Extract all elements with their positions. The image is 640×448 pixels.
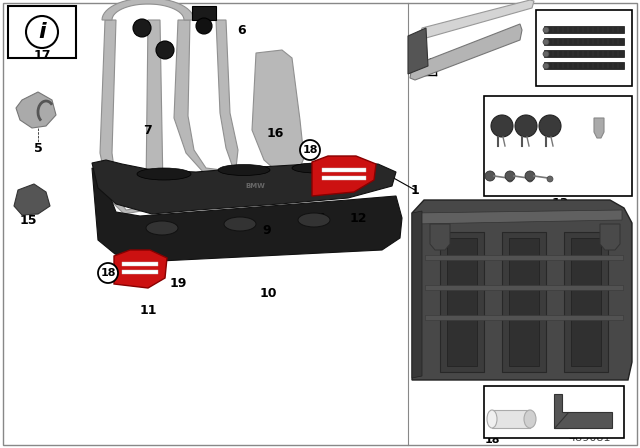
Text: 5: 5 bbox=[34, 142, 42, 155]
Bar bbox=[544, 38, 624, 45]
Text: 18: 18 bbox=[302, 145, 317, 155]
Text: 17: 17 bbox=[33, 48, 51, 61]
Text: 14: 14 bbox=[551, 47, 569, 60]
Circle shape bbox=[547, 176, 553, 182]
Polygon shape bbox=[92, 160, 396, 214]
Text: 10: 10 bbox=[259, 287, 276, 300]
Circle shape bbox=[539, 115, 561, 137]
Polygon shape bbox=[412, 211, 422, 378]
Text: 7: 7 bbox=[143, 124, 152, 137]
Polygon shape bbox=[14, 184, 50, 215]
Text: 3: 3 bbox=[556, 121, 564, 134]
Bar bbox=[502, 232, 546, 372]
Ellipse shape bbox=[487, 410, 497, 428]
Ellipse shape bbox=[137, 168, 191, 180]
Polygon shape bbox=[410, 24, 522, 80]
Polygon shape bbox=[554, 394, 568, 428]
Text: 19: 19 bbox=[170, 276, 187, 289]
Bar bbox=[192, 6, 216, 20]
Bar bbox=[425, 255, 623, 260]
Circle shape bbox=[196, 18, 212, 34]
Circle shape bbox=[98, 263, 118, 283]
Text: 9: 9 bbox=[262, 224, 271, 237]
Circle shape bbox=[505, 171, 515, 181]
Text: BMW: BMW bbox=[245, 183, 265, 189]
Polygon shape bbox=[92, 168, 402, 262]
Circle shape bbox=[543, 27, 549, 33]
Polygon shape bbox=[430, 224, 450, 250]
Polygon shape bbox=[16, 92, 56, 128]
Polygon shape bbox=[412, 200, 632, 380]
Bar bbox=[484, 386, 624, 438]
Ellipse shape bbox=[146, 221, 178, 235]
Polygon shape bbox=[408, 28, 428, 74]
Text: 1: 1 bbox=[411, 184, 419, 197]
Bar bbox=[122, 270, 158, 274]
Bar bbox=[122, 262, 158, 266]
Bar bbox=[484, 96, 632, 196]
Circle shape bbox=[26, 16, 58, 48]
Circle shape bbox=[543, 39, 549, 45]
Circle shape bbox=[525, 171, 535, 181]
Bar bbox=[509, 238, 539, 366]
Text: 19: 19 bbox=[309, 211, 326, 224]
Circle shape bbox=[133, 19, 151, 37]
Text: 12: 12 bbox=[349, 211, 367, 224]
Text: 18: 18 bbox=[100, 268, 116, 278]
Bar bbox=[571, 238, 601, 366]
Bar bbox=[8, 6, 76, 58]
Polygon shape bbox=[312, 156, 376, 196]
Bar bbox=[544, 50, 624, 57]
Circle shape bbox=[491, 115, 513, 137]
Ellipse shape bbox=[524, 410, 536, 428]
Bar bbox=[322, 176, 366, 180]
Polygon shape bbox=[114, 250, 167, 288]
Polygon shape bbox=[102, 0, 194, 20]
Ellipse shape bbox=[298, 213, 330, 227]
Text: 11: 11 bbox=[140, 303, 157, 316]
Bar bbox=[322, 168, 366, 172]
Text: i: i bbox=[38, 22, 46, 42]
Bar bbox=[544, 26, 624, 33]
Text: 18: 18 bbox=[484, 435, 500, 445]
Polygon shape bbox=[600, 224, 620, 250]
Circle shape bbox=[300, 140, 320, 160]
Bar bbox=[492, 410, 530, 428]
Bar bbox=[544, 62, 624, 69]
Bar bbox=[447, 238, 477, 366]
Bar bbox=[425, 315, 623, 320]
Polygon shape bbox=[414, 210, 622, 224]
Ellipse shape bbox=[292, 163, 340, 173]
Text: 4: 4 bbox=[426, 56, 435, 69]
Polygon shape bbox=[100, 20, 163, 214]
Polygon shape bbox=[174, 20, 238, 176]
Circle shape bbox=[527, 176, 533, 182]
Text: 16: 16 bbox=[266, 126, 284, 139]
Bar bbox=[440, 232, 484, 372]
Ellipse shape bbox=[218, 164, 270, 176]
Text: 489081: 489081 bbox=[569, 433, 611, 443]
Polygon shape bbox=[594, 118, 604, 138]
Ellipse shape bbox=[224, 217, 256, 231]
Polygon shape bbox=[554, 412, 612, 428]
Text: 6: 6 bbox=[237, 23, 246, 36]
Circle shape bbox=[543, 51, 549, 57]
Polygon shape bbox=[252, 50, 304, 174]
Circle shape bbox=[507, 176, 513, 182]
Text: 15: 15 bbox=[19, 214, 36, 227]
Bar bbox=[564, 232, 608, 372]
Bar bbox=[536, 10, 632, 86]
Circle shape bbox=[156, 41, 174, 59]
Polygon shape bbox=[420, 0, 534, 38]
Circle shape bbox=[543, 63, 549, 69]
Circle shape bbox=[485, 171, 495, 181]
Circle shape bbox=[515, 115, 537, 137]
Bar bbox=[425, 285, 623, 290]
Text: 13: 13 bbox=[551, 197, 569, 210]
